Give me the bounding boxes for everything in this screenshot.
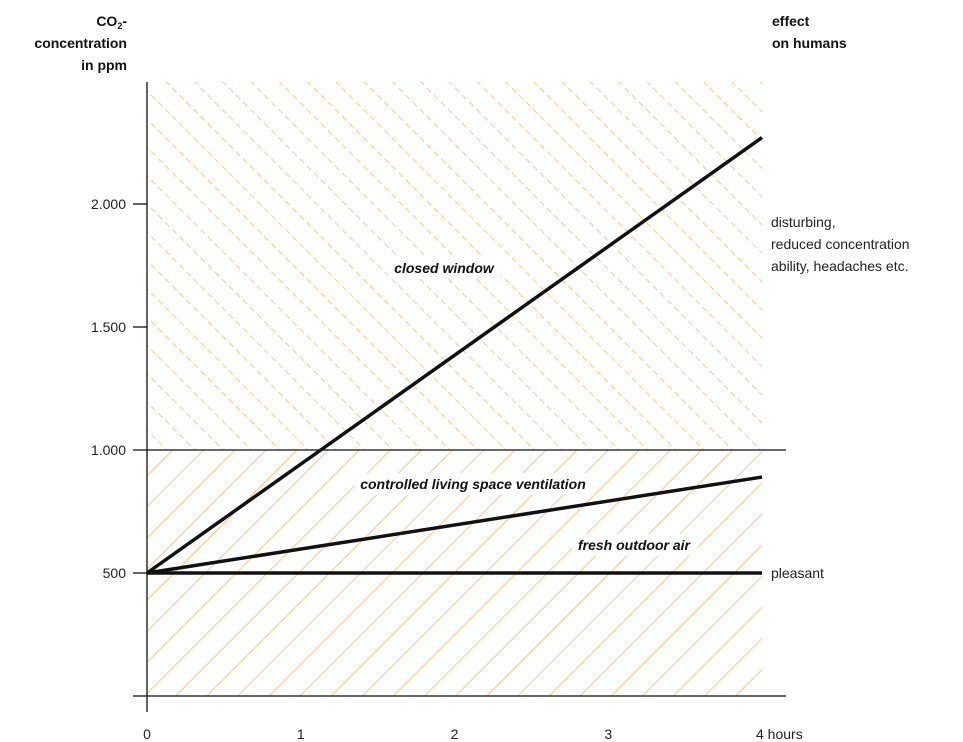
series-labels: closed window controlled living space ven… <box>354 257 698 556</box>
series-label: closed window <box>394 260 495 276</box>
x-tick-label: 1 <box>297 726 305 742</box>
y-axis-title-dash: - <box>122 13 127 29</box>
zones <box>147 82 762 696</box>
effect-low-line: pleasant <box>771 565 824 581</box>
series-line <box>145 136 764 575</box>
series-label-background <box>354 473 592 495</box>
effect-high-line: reduced concentration <box>771 236 910 252</box>
tick-labels: 500 1.000 1.500 2.000 0 1 2 3 4 hours <box>91 196 803 742</box>
y-axis-title: CO2- concentration in ppm <box>34 10 127 76</box>
x-tick-label: 2 <box>451 726 459 742</box>
series-label: fresh outdoor air <box>578 537 692 553</box>
y-axis-title-line2: concentration <box>34 35 127 51</box>
effect-axis-title: effect on humans <box>772 10 847 54</box>
series-line <box>146 475 763 575</box>
series-label-background <box>388 257 501 279</box>
series-group <box>145 136 764 575</box>
y-axis-title-subscript: 2 <box>117 21 123 31</box>
y-tick-label: 1.500 <box>91 319 126 335</box>
effect-axis-title-line1: effect <box>772 13 810 29</box>
x-tick-label: 3 <box>604 726 612 742</box>
y-axis-title-co: CO <box>96 13 118 29</box>
y-axis-title-line1: CO2- <box>34 10 127 32</box>
effect-high: disturbing, reduced concentration abilit… <box>771 211 910 277</box>
effect-low: pleasant <box>771 562 824 584</box>
effect-high-line: disturbing, <box>771 214 836 230</box>
series-label-background <box>571 534 698 556</box>
y-tick-label: 500 <box>103 565 127 581</box>
x-tick-label: 4 hours <box>756 726 803 742</box>
y-tick-label: 1.000 <box>91 442 126 458</box>
series-label: controlled living space ventilation <box>360 476 586 492</box>
y-tick-label: 2.000 <box>91 196 126 212</box>
effect-high-line: ability, headaches etc. <box>771 258 909 274</box>
axes <box>133 82 786 712</box>
y-axis-title-line3: in ppm <box>81 57 127 73</box>
effect-axis-title-line2: on humans <box>772 35 847 51</box>
x-tick-label: 0 <box>143 726 151 742</box>
